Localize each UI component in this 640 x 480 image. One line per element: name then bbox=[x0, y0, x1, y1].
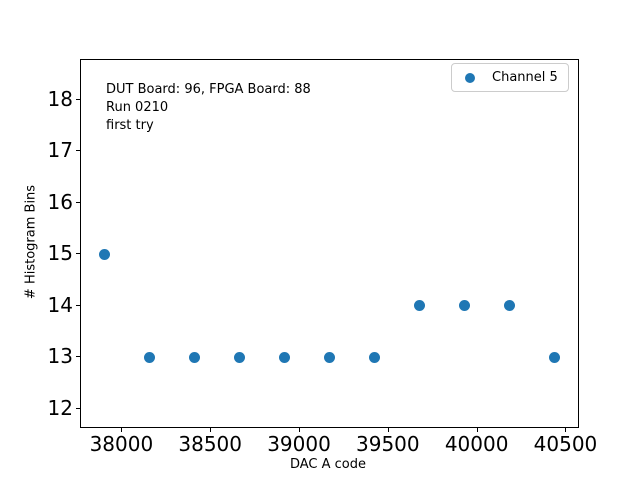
data-point bbox=[368, 351, 380, 363]
y-tick-mark bbox=[76, 253, 80, 255]
y-tick-mark bbox=[76, 98, 80, 100]
data-point bbox=[548, 351, 560, 363]
x-tick-mark bbox=[387, 428, 389, 432]
x-axis-label: DAC A code bbox=[289, 457, 367, 472]
x-tick-label: 39000 bbox=[267, 432, 331, 456]
y-tick-label: 12 bbox=[47, 395, 73, 420]
annotation-line-comment: first try bbox=[106, 118, 154, 133]
y-tick-label: 16 bbox=[47, 189, 73, 214]
annotation-text: DUT Board: 96, FPGA Board: 88 Run 0210 f… bbox=[106, 81, 311, 135]
data-point bbox=[458, 300, 470, 312]
data-point bbox=[144, 351, 156, 363]
plot-area: DUT Board: 96, FPGA Board: 88 Run 0210 f… bbox=[80, 59, 579, 428]
y-tick-label: 17 bbox=[47, 138, 73, 163]
data-point bbox=[189, 351, 200, 363]
x-tick-mark bbox=[565, 428, 567, 432]
x-tick-label: 39500 bbox=[356, 432, 420, 456]
y-tick-mark bbox=[76, 304, 80, 306]
x-tick-label: 38000 bbox=[89, 432, 154, 456]
annotation-line-boards: DUT Board: 96, FPGA Board: 88 bbox=[106, 82, 311, 97]
x-tick-mark bbox=[210, 428, 212, 432]
x-tick-label: 40000 bbox=[444, 432, 509, 456]
data-point bbox=[278, 351, 290, 363]
x-tick-label: 40500 bbox=[533, 432, 598, 456]
y-tick-label: 13 bbox=[47, 344, 73, 369]
y-tick-label: 15 bbox=[47, 241, 73, 266]
y-tick-mark bbox=[76, 150, 80, 152]
data-point bbox=[233, 351, 245, 363]
x-tick-mark bbox=[299, 428, 300, 432]
data-point bbox=[413, 300, 425, 312]
data-point bbox=[503, 300, 515, 312]
y-tick-label: 18 bbox=[47, 86, 73, 111]
y-tick-mark bbox=[76, 201, 80, 203]
data-point bbox=[99, 248, 111, 260]
legend: Channel 5 bbox=[451, 63, 569, 92]
legend-label: Channel 5 bbox=[492, 70, 558, 85]
x-tick-mark bbox=[476, 428, 478, 432]
data-point bbox=[323, 351, 335, 363]
annotation-line-run: Run 0210 bbox=[106, 100, 169, 115]
x-tick-mark bbox=[121, 428, 123, 432]
y-tick-label: 14 bbox=[47, 292, 73, 317]
y-axis-label: # Histogram Bins bbox=[23, 184, 39, 300]
scatter-marker-icon bbox=[465, 72, 475, 83]
y-tick-mark bbox=[76, 356, 80, 358]
x-tick-label: 38500 bbox=[178, 432, 242, 456]
y-tick-mark bbox=[76, 407, 80, 409]
